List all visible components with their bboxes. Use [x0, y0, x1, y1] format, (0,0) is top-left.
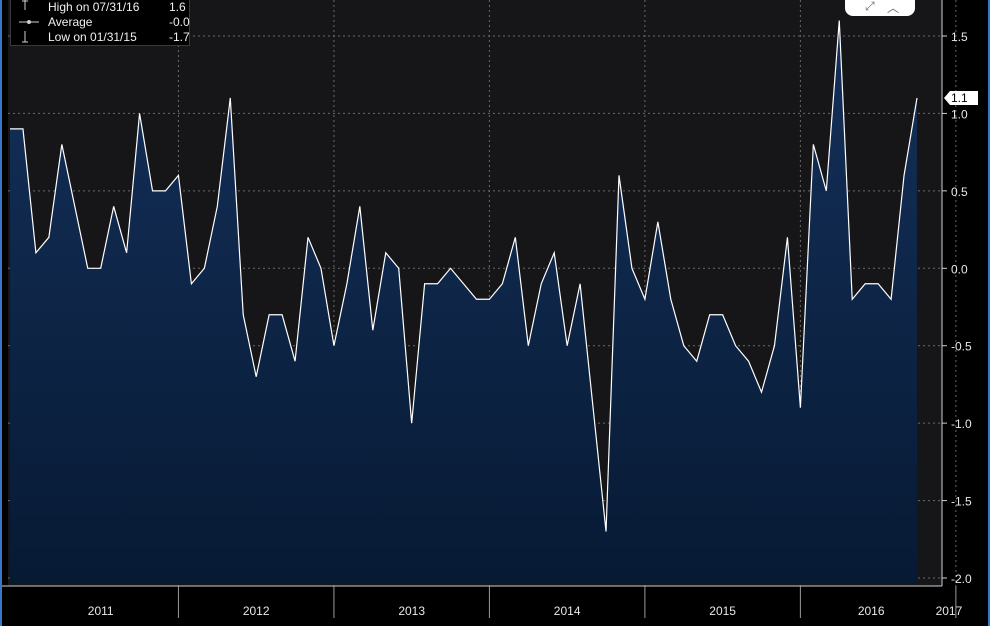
y-tick-label: -0.5: [951, 340, 972, 354]
y-tick-label: -1.5: [951, 495, 972, 509]
y-axis: 1.5 1.0 0.5 0.0 -0.5 -1.0 -1.5 -2.0: [941, 0, 972, 586]
y-tick-label: -2.0: [951, 572, 972, 586]
average-marker-icon: [19, 20, 39, 24]
series-area: [10, 20, 917, 583]
legend-average-value: -0.0: [169, 15, 190, 29]
legend-panel: High on 07/31/16 1.6 Average -0.0 Low on…: [10, 0, 190, 46]
last-value-badge-shape: [944, 90, 978, 105]
x-tick-label: 2014: [554, 604, 581, 618]
expand-icon[interactable]: ⤢: [865, 0, 875, 13]
y-tick-label: 1.0: [951, 107, 968, 121]
legend-high-value: 1.6: [169, 0, 186, 14]
x-tick-label: 2012: [243, 604, 270, 618]
x-tick-label: 2011: [88, 604, 114, 618]
legend-average-label: Average: [48, 15, 93, 29]
high-marker-icon: [22, 0, 28, 10]
y-tick-label: -1.0: [951, 417, 972, 431]
series-line: [10, 20, 918, 532]
right-border: [988, 0, 990, 626]
last-value-label: 1.1: [951, 91, 968, 105]
legend-low-value: -1.7: [169, 30, 190, 44]
x-tick-label: 2016: [858, 604, 885, 618]
y-tick-label: 0.5: [951, 185, 968, 199]
legend-low-label: Low on 01/31/15: [48, 30, 137, 44]
chart-controls: ⤢ ︿: [845, 0, 915, 16]
y-tick-label: 0.0: [951, 262, 968, 276]
y-tick-label: 1.5: [951, 30, 968, 44]
left-border: [0, 0, 2, 626]
x-tick-label: 2013: [398, 604, 425, 618]
data-series: [10, 20, 918, 583]
low-marker-icon: [22, 31, 28, 43]
chevron-up-icon[interactable]: ︿: [887, 1, 900, 15]
x-tick-label: 2017: [936, 604, 963, 618]
last-value-badge: 1.1: [944, 90, 978, 105]
x-axis: 2011 2012 2013 2014 2015 2016 2017: [0, 585, 963, 618]
x-tick-label: 2015: [709, 604, 736, 618]
legend-high-label: High on 07/31/16: [48, 0, 140, 14]
